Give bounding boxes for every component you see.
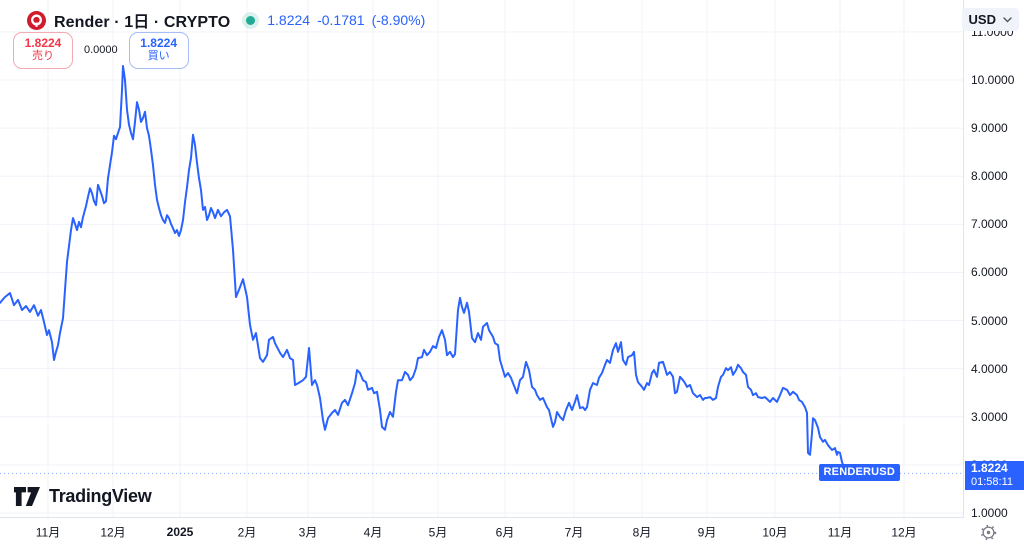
time-scale[interactable]: 11月 12月 2025 2月 3月 4月 5月 6月 7月 8月 9月 10月 11月 12月	[0, 518, 963, 546]
chevron-down-icon	[1003, 16, 1012, 22]
time-axis-label: 2月	[237, 525, 257, 540]
tradingview-logo-icon	[14, 487, 40, 506]
time-axis-label: 8月	[632, 525, 652, 540]
price-scale[interactable]: 1.00002.00003.00004.00005.00006.00007.00…	[964, 0, 1024, 520]
price-axis-label: 3.0000	[971, 409, 1008, 424]
time-axis-label: 10月	[762, 525, 788, 540]
price-axis-label: 7.0000	[971, 217, 1008, 232]
sell-button[interactable]: 1.8224 売り	[13, 32, 73, 69]
quote-values: 1.8224 -0.1781 (-8.90%)	[267, 12, 425, 28]
currency-selector[interactable]: USD	[961, 8, 1019, 31]
time-axis-label: 4月	[363, 525, 383, 540]
time-axis-label: 3月	[298, 525, 318, 540]
chart-header: Render · 1日 · CRYPTO 1.8224 -0.1781 (-8.…	[27, 8, 425, 32]
last-price-badge: 1.8224 01:58:11	[965, 461, 1024, 491]
currency-label: USD	[968, 12, 996, 27]
price-axis-label: 5.0000	[971, 313, 1008, 328]
time-axis-label: 6月	[495, 525, 515, 540]
sell-label: 売り	[32, 50, 54, 63]
buy-price: 1.8224	[140, 36, 177, 50]
chart-plot-area[interactable]: Render · 1日 · CRYPTO 1.8224 -0.1781 (-8.…	[0, 0, 964, 518]
badge-countdown: 01:58:11	[971, 475, 1014, 488]
sell-price: 1.8224	[24, 36, 62, 50]
spread-value: 0.0000	[84, 44, 118, 57]
price-axis-label: 1.0000	[971, 506, 1008, 520]
price-line-chart[interactable]	[0, 0, 963, 517]
price-change: -0.1781	[317, 12, 365, 28]
series-price-line-label: RENDERUSD	[818, 464, 900, 481]
price-axis-label: 10.0000	[971, 73, 1015, 87]
axis-corner	[964, 518, 1024, 546]
price-axis-label: 4.0000	[971, 361, 1008, 376]
symbol-title[interactable]: Render · 1日 · CRYPTO	[54, 14, 231, 31]
price-series-line	[0, 65, 847, 475]
buy-button[interactable]: 1.8224 買い	[128, 32, 189, 69]
time-axis-label: 11月	[35, 525, 61, 540]
tradingview-watermark[interactable]: TradingView	[13, 486, 152, 507]
time-axis-label: 11月	[827, 525, 853, 540]
price-axis-label: 9.0000	[971, 121, 1008, 136]
time-axis-label: 2025	[166, 525, 194, 539]
order-panel: 1.8224 売り 0.0000 1.8224 買い	[13, 32, 189, 69]
price-axis-label: 6.0000	[971, 265, 1008, 280]
time-axis-label: 12月	[891, 525, 917, 540]
market-status-icon	[246, 15, 256, 25]
last-price: 1.8224	[267, 12, 311, 28]
time-axis-label: 5月	[428, 525, 448, 540]
render-logo-icon	[27, 10, 46, 30]
time-axis-label: 7月	[564, 525, 584, 540]
time-axis-label: 9月	[697, 525, 717, 540]
time-axis-label: 12月	[100, 525, 126, 540]
chart-settings-gear-icon[interactable]	[980, 524, 997, 541]
price-axis-label: 8.0000	[971, 169, 1008, 184]
tradingview-watermark-text: TradingView	[49, 486, 152, 506]
buy-label: 買い	[147, 50, 170, 63]
price-change-pct: (-8.90%)	[371, 12, 426, 28]
badge-price: 1.8224	[971, 461, 1008, 475]
